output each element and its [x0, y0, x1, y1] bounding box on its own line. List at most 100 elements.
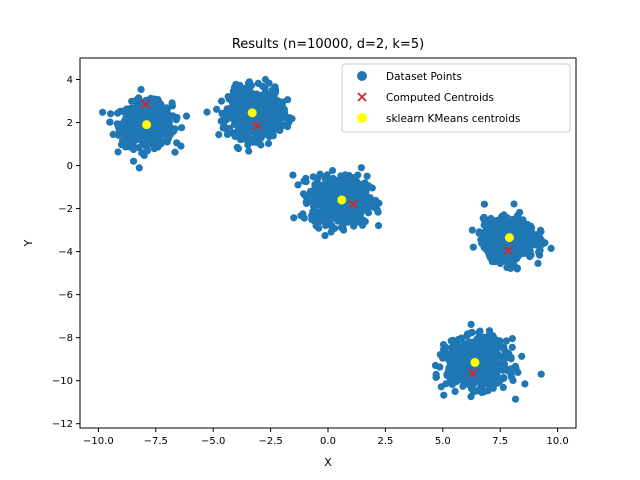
- dataset-point: [513, 237, 521, 245]
- y-tick-label: 4: [67, 75, 73, 86]
- dataset-point: [268, 103, 276, 112]
- dataset-point: [493, 217, 501, 225]
- dataset-point: [469, 243, 477, 251]
- dataset-point: [288, 115, 296, 123]
- dataset-point: [289, 171, 297, 179]
- dataset-point: [146, 133, 154, 141]
- dataset-point: [355, 213, 363, 221]
- dataset-point: [309, 173, 317, 181]
- chart-title: Results (n=10000, d=2, k=5): [232, 37, 424, 52]
- dataset-point: [350, 222, 358, 230]
- dataset-point: [437, 383, 445, 391]
- dataset-point: [357, 164, 365, 172]
- dataset-point: [447, 337, 455, 345]
- dataset-point: [339, 208, 347, 216]
- sklearn-centroid-marker: [504, 233, 514, 243]
- legend-label-sklearn-centroids: sklearn KMeans centroids: [386, 113, 520, 125]
- dataset-point: [99, 108, 107, 116]
- dataset-point: [344, 186, 353, 194]
- dataset-point: [315, 224, 323, 232]
- dataset-point: [436, 351, 444, 359]
- dataset-point: [493, 224, 502, 232]
- dataset-point: [234, 145, 243, 153]
- dataset-point: [203, 108, 211, 116]
- dataset-point: [480, 388, 488, 396]
- dataset-point: [517, 227, 525, 235]
- dataset-point: [222, 112, 230, 120]
- dataset-point: [523, 243, 531, 251]
- dataset-point: [168, 99, 176, 107]
- dataset-point: [547, 244, 555, 252]
- dataset-point: [480, 333, 488, 341]
- sklearn-centroid-marker: [142, 120, 152, 130]
- computed-centroid-marker: [503, 245, 513, 256]
- dataset-point: [169, 127, 178, 135]
- dataset-point: [440, 391, 448, 399]
- dataset-point: [325, 184, 333, 192]
- dataset-point: [468, 226, 476, 234]
- dataset-point: [137, 112, 145, 120]
- dataset-point: [255, 133, 263, 141]
- dataset-point: [534, 259, 542, 267]
- dataset-point: [457, 335, 465, 344]
- dataset-point: [119, 120, 127, 128]
- dataset-point: [536, 226, 545, 234]
- dataset-point: [508, 373, 516, 381]
- dataset-point: [261, 75, 269, 84]
- dataset-point: [150, 95, 158, 103]
- x-tick-label: −7.5: [144, 436, 168, 447]
- dataset-point: [481, 360, 489, 369]
- dataset-point: [329, 201, 337, 209]
- dataset-point: [363, 172, 371, 180]
- dataset-point: [537, 370, 545, 378]
- y-tick-label: −2: [58, 204, 73, 215]
- dataset-point: [339, 222, 347, 231]
- dataset-point: [138, 128, 146, 136]
- dataset-point: [327, 228, 335, 236]
- dataset-point: [178, 124, 186, 132]
- computed-centroid-marker: [252, 121, 262, 131]
- dataset-point: [245, 126, 253, 134]
- dataset-point: [239, 134, 247, 143]
- dataset-point: [327, 177, 335, 185]
- dataset-point: [343, 172, 351, 180]
- dataset-point: [114, 109, 122, 117]
- dataset-point: [321, 189, 329, 197]
- dataset-point: [484, 338, 492, 346]
- dataset-point: [140, 151, 148, 159]
- dataset-point: [473, 335, 481, 343]
- dataset-point: [497, 244, 505, 252]
- x-tick-label: −2.5: [258, 436, 282, 447]
- x-tick-label: −5.0: [201, 436, 225, 447]
- dataset-point: [493, 379, 501, 387]
- dataset-point: [338, 184, 346, 192]
- x-axis-ticks: −10.0 −7.5 −5.0 −2.5 0.0 2.5 5.0 7.5 10.0: [83, 428, 569, 447]
- dataset-point: [114, 148, 122, 156]
- dataset-point: [467, 320, 475, 328]
- dataset-point: [480, 237, 488, 245]
- dataset-point: [261, 116, 269, 124]
- dataset-point: [452, 362, 460, 370]
- dataset-point: [115, 127, 123, 135]
- dataset-point: [493, 344, 501, 352]
- dataset-point: [510, 223, 519, 231]
- dataset-point: [130, 124, 138, 132]
- dataset-point: [311, 180, 319, 188]
- legend-marker-sklearn-centroids: [357, 113, 367, 123]
- dataset-point: [278, 100, 286, 108]
- sklearn-centroid-marker: [470, 357, 480, 367]
- dataset-point: [134, 133, 142, 141]
- dataset-point: [335, 189, 343, 197]
- dataset-point: [508, 343, 516, 351]
- dataset-point: [302, 192, 310, 200]
- dataset-point: [480, 213, 488, 221]
- dataset-point: [443, 372, 451, 380]
- dataset-point: [106, 118, 114, 126]
- dataset-point: [150, 101, 158, 109]
- dataset-point: [273, 118, 281, 126]
- dataset-point: [316, 170, 324, 178]
- dataset-point: [488, 258, 496, 266]
- dataset-point: [347, 195, 355, 204]
- dataset-point: [136, 121, 144, 129]
